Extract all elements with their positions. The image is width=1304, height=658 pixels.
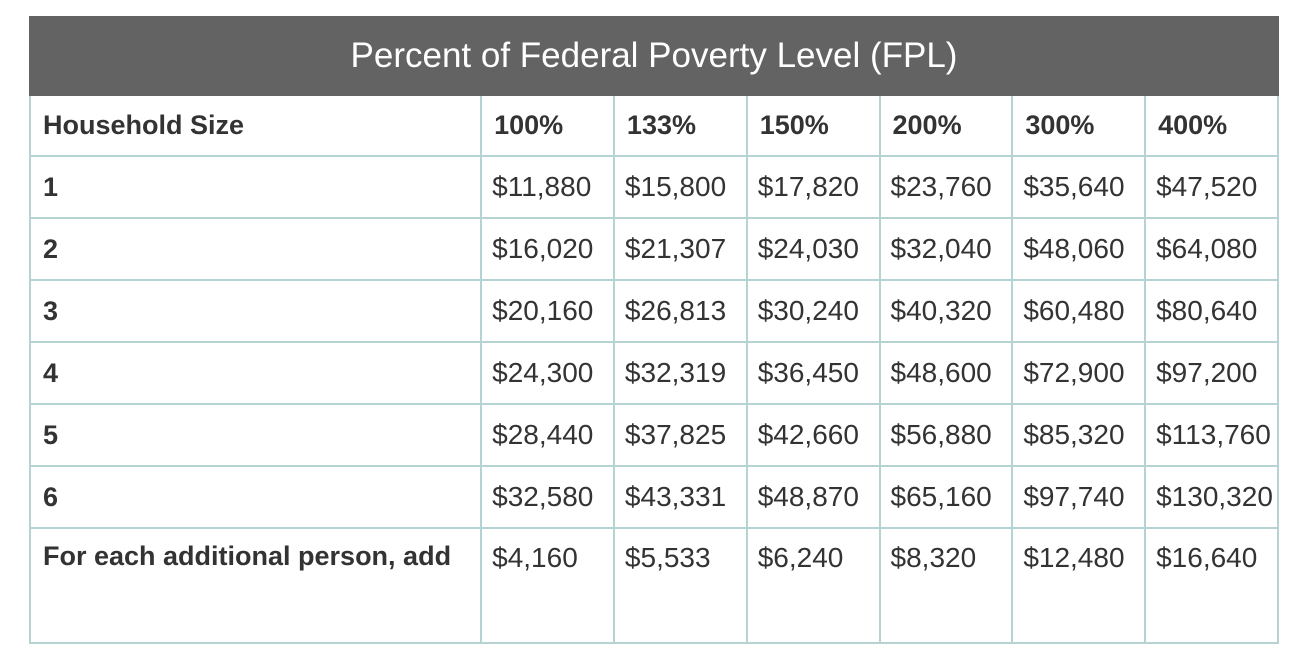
table-cell: $60,480 xyxy=(1011,279,1147,343)
table-cell: $11,880 xyxy=(480,155,615,219)
table-cell: $21,307 xyxy=(612,217,748,281)
table-cell: $64,080 xyxy=(1144,217,1279,281)
table-row: 4 $24,300 $32,319 $36,450 $48,600 $72,90… xyxy=(28,341,1279,405)
table-cell: $26,813 xyxy=(612,279,748,343)
table-cell: $20,160 xyxy=(480,279,615,343)
fpl-table: Percent of Federal Poverty Level (FPL) H… xyxy=(28,16,1279,644)
table-cell: $8,320 xyxy=(878,527,1014,644)
table-cell: $32,580 xyxy=(480,465,615,529)
row-label: 2 xyxy=(28,217,483,281)
table-cell: $47,520 xyxy=(1144,155,1279,219)
table-cell: $16,020 xyxy=(480,217,615,281)
table-row: 2 $16,020 $21,307 $24,030 $32,040 $48,06… xyxy=(28,217,1279,281)
header-133: 133% xyxy=(612,94,748,157)
table-cell: $28,440 xyxy=(480,403,615,467)
header-150: 150% xyxy=(745,94,881,157)
table-cell: $15,800 xyxy=(612,155,748,219)
header-200: 200% xyxy=(878,94,1014,157)
row-label: 4 xyxy=(28,341,483,405)
header-400: 400% xyxy=(1144,94,1279,157)
table-cell: $32,319 xyxy=(612,341,748,405)
table-cell: $24,030 xyxy=(745,217,881,281)
table-cell: $5,533 xyxy=(612,527,748,644)
row-label: 3 xyxy=(28,279,483,343)
table-cell: $17,820 xyxy=(745,155,881,219)
header-row: Household Size 100% 133% 150% 200% 300% … xyxy=(28,94,1279,157)
table-cell: $65,160 xyxy=(878,465,1014,529)
table-cell: $42,660 xyxy=(745,403,881,467)
row-label: 6 xyxy=(28,465,483,529)
table-cell: $36,450 xyxy=(745,341,881,405)
row-label: 5 xyxy=(28,403,483,467)
header-100: 100% xyxy=(480,94,615,157)
table-cell: $23,760 xyxy=(878,155,1014,219)
table-cell: $130,320 xyxy=(1144,465,1279,529)
table-cell: $37,825 xyxy=(612,403,748,467)
table-cell: $48,870 xyxy=(745,465,881,529)
table-cell: $48,060 xyxy=(1011,217,1147,281)
table-cell: $30,240 xyxy=(745,279,881,343)
table-cell: $113,760 xyxy=(1144,403,1279,467)
table-row: 3 $20,160 $26,813 $30,240 $40,320 $60,48… xyxy=(28,279,1279,343)
table-cell: $85,320 xyxy=(1011,403,1147,467)
table-cell: $72,900 xyxy=(1011,341,1147,405)
table-title: Percent of Federal Poverty Level (FPL) xyxy=(29,16,1279,96)
table-cell: $97,740 xyxy=(1011,465,1147,529)
table-cell: $97,200 xyxy=(1144,341,1279,405)
table-cell: $6,240 xyxy=(745,527,881,644)
table-cell: $32,040 xyxy=(878,217,1014,281)
row-label: 1 xyxy=(28,155,483,219)
table-cell: $80,640 xyxy=(1144,279,1279,343)
table-cell: $40,320 xyxy=(878,279,1014,343)
table-cell: $24,300 xyxy=(480,341,615,405)
table-cell: $16,640 xyxy=(1144,527,1279,644)
fpl-table-container: Percent of Federal Poverty Level (FPL) H… xyxy=(28,16,1279,644)
table-row: For each additional person, add $4,160 $… xyxy=(28,527,1279,644)
header-300: 300% xyxy=(1011,94,1147,157)
table-row: 1 $11,880 $15,800 $17,820 $23,760 $35,64… xyxy=(28,155,1279,219)
row-label: For each additional person, add xyxy=(28,527,483,644)
table-cell: $43,331 xyxy=(612,465,748,529)
table-cell: $56,880 xyxy=(878,403,1014,467)
table-cell: $4,160 xyxy=(480,527,615,644)
header-household-size: Household Size xyxy=(28,94,483,157)
table-cell: $35,640 xyxy=(1011,155,1147,219)
table-cell: $12,480 xyxy=(1011,527,1147,644)
table-row: 5 $28,440 $37,825 $42,660 $56,880 $85,32… xyxy=(28,403,1279,467)
table-cell: $48,600 xyxy=(878,341,1014,405)
table-row: 6 $32,580 $43,331 $48,870 $65,160 $97,74… xyxy=(28,465,1279,529)
